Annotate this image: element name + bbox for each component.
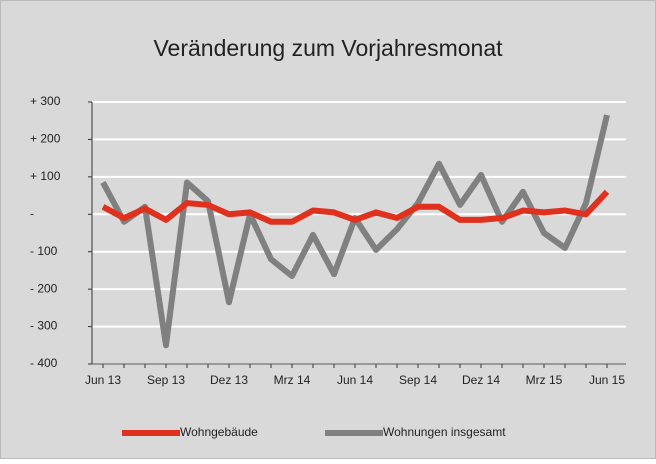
x-tick-label: Sep 13 <box>147 373 185 387</box>
series-line <box>101 189 610 225</box>
y-tick-label: - 200 <box>30 281 58 295</box>
y-tick-label: + 300 <box>30 94 61 108</box>
legend-label: Wohnungen insgesamt <box>383 425 506 439</box>
x-tick-label: Sep 14 <box>399 373 437 387</box>
x-tick-label: Mrz 14 <box>274 373 311 387</box>
y-tick-label: - <box>30 206 34 220</box>
y-tick-label: - 400 <box>30 356 58 370</box>
y-tick-label: - 100 <box>30 244 58 258</box>
x-tick-label: Jun 13 <box>85 373 121 387</box>
x-tick-label: Jun 14 <box>337 373 373 387</box>
x-tick-label: Dez 14 <box>462 373 500 387</box>
legend-label: Wohngebäude <box>180 425 258 439</box>
chart-title: Veränderung zum Vorjahresmonat <box>153 35 503 61</box>
y-tick-label: + 200 <box>30 132 61 146</box>
x-tick-label: Mrz 15 <box>526 373 563 387</box>
y-tick-label: + 100 <box>30 169 61 183</box>
y-tick-label: - 300 <box>30 319 58 333</box>
x-tick-label: Dez 13 <box>210 373 248 387</box>
x-tick-label: Jun 15 <box>589 373 625 387</box>
